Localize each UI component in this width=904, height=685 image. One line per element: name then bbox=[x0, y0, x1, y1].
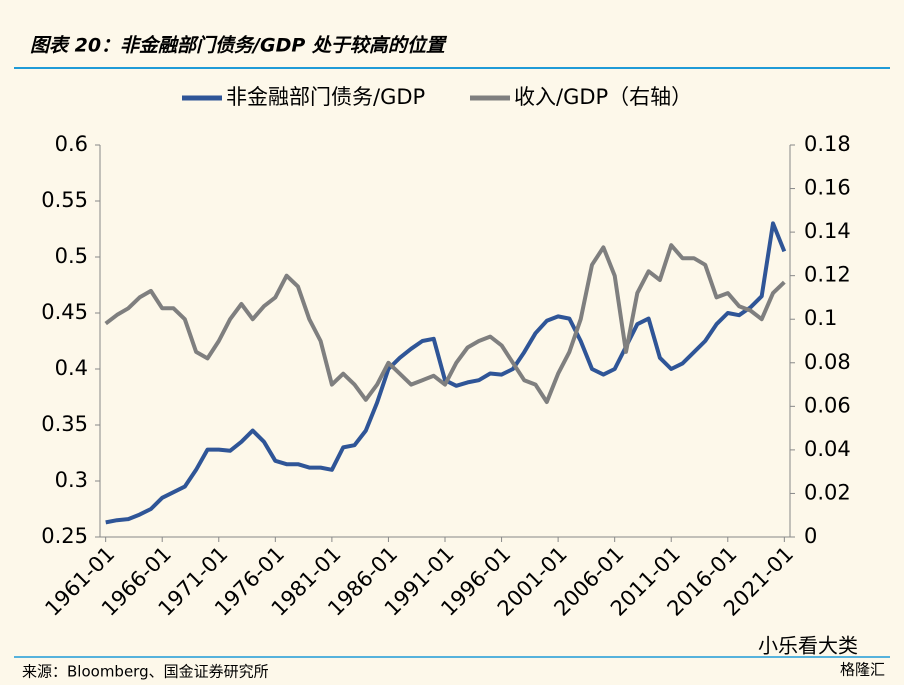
y-tick-label: 0.55 bbox=[41, 188, 88, 212]
y2-tick-label: 0.06 bbox=[804, 393, 851, 417]
series-line bbox=[105, 221, 787, 525]
y2-tick-label: 0.14 bbox=[804, 219, 851, 243]
y2-tick-label: 0.16 bbox=[804, 176, 851, 200]
title: 图表 20：非金融部门债务/GDP 处于较高的位置 bbox=[30, 35, 448, 57]
y-tick-label: 0.5 bbox=[55, 244, 88, 268]
legend-label: 非金融部门债务/GDP bbox=[226, 85, 425, 109]
watermark-brand: 格隆汇 bbox=[840, 661, 885, 679]
y-tick-label: 0.45 bbox=[41, 300, 88, 324]
source: 来源：Bloomberg、国金证券研究所 bbox=[22, 663, 269, 681]
y-tick-label: 0.6 bbox=[55, 132, 88, 156]
series-line bbox=[104, 243, 786, 404]
y2-tick-label: 0 bbox=[804, 524, 817, 548]
legend-label: 收入/GDP（右轴） bbox=[514, 85, 692, 109]
y2-tick-label: 0.18 bbox=[804, 132, 851, 156]
y-tick-label: 0.3 bbox=[55, 468, 88, 492]
y-tick-label: 0.35 bbox=[41, 412, 88, 436]
y2-tick-label: 0.1 bbox=[804, 306, 837, 330]
y2-tick-label: 0.12 bbox=[804, 263, 851, 287]
y2-tick-label: 0.02 bbox=[804, 480, 851, 504]
y2-tick-label: 0.08 bbox=[804, 350, 851, 374]
y2-tick-label: 0.04 bbox=[804, 437, 851, 461]
watermark: 小乐看大类 bbox=[758, 634, 858, 658]
y-tick-label: 0.4 bbox=[55, 356, 88, 380]
y-tick-label: 0.25 bbox=[41, 524, 88, 548]
